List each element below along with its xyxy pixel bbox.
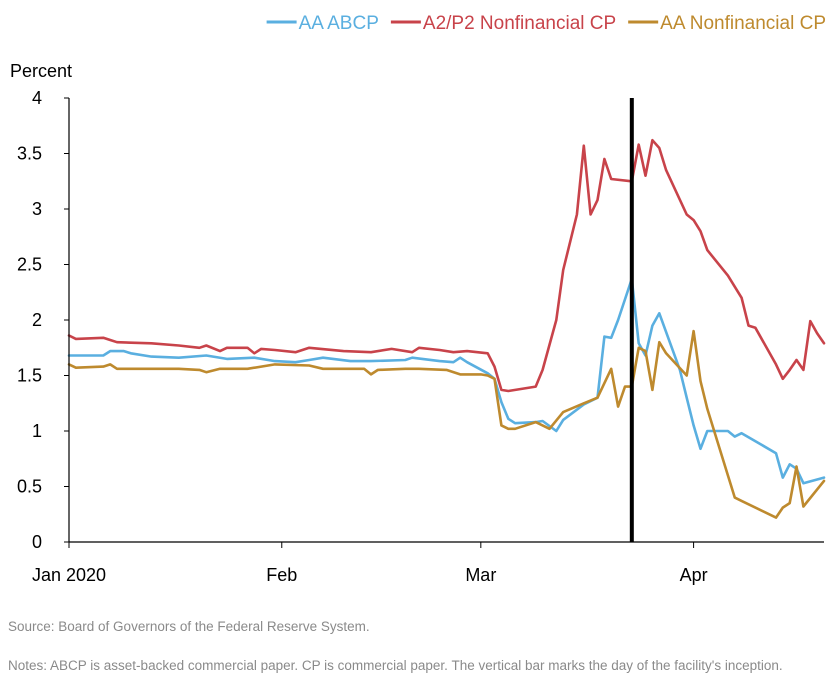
legend-label: AA Nonfinancial CP [660, 13, 826, 34]
x-tick-label: Mar [465, 565, 496, 585]
y-tick-label: 1 [32, 421, 42, 441]
y-axis-label: Percent [10, 61, 72, 81]
series-line-2 [67, 138, 826, 393]
y-tick-label: 1.5 [17, 366, 42, 386]
series-layer [67, 138, 826, 519]
legend-label: AA ABCP [299, 13, 379, 34]
axes-frame [68, 98, 824, 543]
source-note: Source: Board of Governors of the Federa… [8, 619, 370, 634]
y-tick-label: 4 [32, 88, 42, 108]
y-tick-label: 2.5 [17, 255, 42, 275]
y-tick-label: 3.5 [17, 144, 42, 164]
x-tick-label: Apr [680, 565, 708, 585]
x-axis: Jan 2020 Feb Mar Apr [32, 542, 708, 585]
y-axis: 0 0.5 1 1.5 2 2.5 3 3.5 4 [17, 88, 69, 552]
chart-legend: AA ABCP A2/P2 Nonfinancial CP AA Nonfinanc… [266, 13, 826, 34]
notes-text: Notes: ABCP is asset-backed commercial p… [8, 658, 783, 673]
y-tick-label: 2 [32, 310, 42, 330]
x-tick-label: Jan 2020 [32, 565, 106, 585]
series-line-1 [67, 277, 826, 485]
series-line-3 [67, 329, 826, 519]
x-tick-label: Feb [266, 565, 297, 585]
y-tick-label: 0 [32, 532, 42, 552]
y-tick-label: 0.5 [17, 477, 42, 497]
line-chart: AA ABCP A2/P2 Nonfinancial CP AA Nonfinanc… [10, 13, 826, 585]
legend-label: A2/P2 Nonfinancial CP [423, 13, 616, 34]
y-tick-label: 3 [32, 199, 42, 219]
